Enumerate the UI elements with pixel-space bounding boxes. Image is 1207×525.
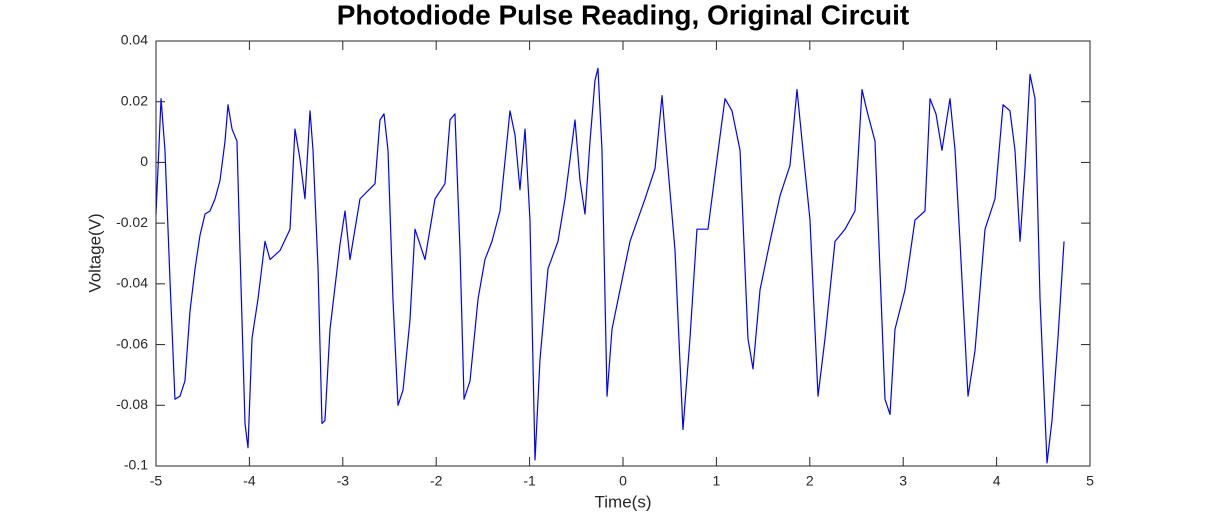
x-tick-label: -1 <box>523 473 536 489</box>
plot-area <box>156 41 1090 466</box>
x-tick-label: -5 <box>150 473 163 489</box>
y-tick-label: -0.02 <box>116 214 148 230</box>
axes-box <box>155 40 1091 467</box>
x-tick-label: -2 <box>430 473 443 489</box>
x-tick-label: -4 <box>243 473 256 489</box>
x-tick-label: 2 <box>806 473 814 489</box>
chart-title: Photodiode Pulse Reading, Original Circu… <box>337 0 910 30</box>
x-axis-label: Time(s) <box>595 492 652 511</box>
y-tick-label: -0.04 <box>116 275 148 291</box>
data-line <box>155 67 1065 464</box>
y-tick-label: -0.06 <box>116 335 148 351</box>
x-tick-label: 1 <box>713 473 721 489</box>
x-tick-label: -3 <box>337 473 350 489</box>
y-tick-label: -0.08 <box>116 396 148 412</box>
y-tick-label: 0.02 <box>121 92 148 108</box>
y-axis-label: Voltage(V) <box>85 213 104 292</box>
x-tick-label: 3 <box>899 473 907 489</box>
x-tick-label: 5 <box>1086 473 1094 489</box>
y-tick-label: 0 <box>140 153 148 169</box>
y-tick-label: 0.04 <box>121 32 148 48</box>
x-tick-label: 0 <box>619 473 627 489</box>
y-tick-label: -0.1 <box>124 457 148 473</box>
x-tick-label: 4 <box>993 473 1001 489</box>
